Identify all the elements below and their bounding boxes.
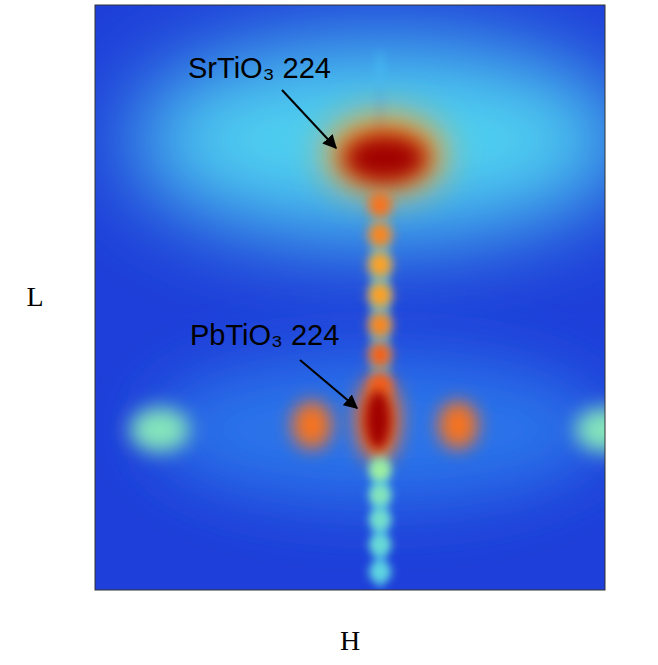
x-axis-title: H (340, 625, 360, 656)
intensity-spot (368, 252, 392, 278)
annotation: SrTiO₃ 224 (188, 52, 331, 84)
plot-frame (95, 5, 605, 590)
intensity-spot (130, 407, 190, 452)
heatmap-area (95, 5, 605, 590)
chart: L H SrTiO₃ 224 PbTiO₃ 224 (0, 0, 658, 665)
annotation-arrow (282, 90, 336, 148)
y-axis-title: L (26, 281, 43, 312)
intensity-spot (575, 407, 605, 452)
intensity-spot (369, 561, 391, 583)
intensity-spot (369, 509, 391, 531)
annotation: PbTiO₃ 224 (190, 319, 339, 351)
intensity-spot (368, 192, 392, 218)
intensity-spot (438, 401, 478, 449)
intensity-spot (368, 312, 392, 338)
intensity-spot (356, 377, 401, 462)
intensity-spot (368, 222, 392, 248)
intensity-spot (325, 115, 445, 195)
intensity-spot (369, 534, 391, 556)
intensity-spot (292, 401, 332, 449)
intensity-spot (343, 133, 428, 183)
intensity-spot (369, 484, 391, 506)
annotation-arrow (300, 360, 357, 408)
intensity-spot (130, 40, 605, 240)
intensity-spot (368, 342, 392, 368)
intensity-spot (365, 390, 391, 450)
intensity-spot (368, 282, 392, 308)
intensity-spot (369, 459, 391, 481)
